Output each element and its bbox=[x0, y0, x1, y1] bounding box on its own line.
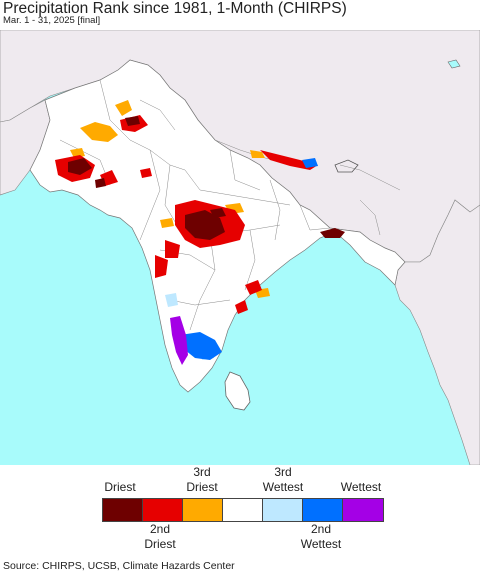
legend-label-third-driest: 3rd Driest bbox=[186, 465, 218, 494]
legend: Driest 3rd Driest 3rd Wettest Wettest 2n… bbox=[0, 465, 480, 560]
legend-label-second-driest: 2nd Driest bbox=[144, 522, 176, 551]
driest-areas bbox=[68, 116, 226, 240]
third-driest-areas bbox=[70, 100, 270, 298]
legend-label-wettest: Wettest bbox=[340, 480, 382, 494]
source-credit: Source: CHIRPS, UCSB, Climate Hazards Ce… bbox=[3, 560, 235, 572]
swatch-third-driest bbox=[183, 499, 223, 521]
admin-boundaries bbox=[59, 79, 401, 351]
sri-lanka bbox=[224, 371, 251, 411]
swatch-wettest bbox=[343, 499, 383, 521]
swatch-third-wettest bbox=[263, 499, 303, 521]
swatch-second-wettest bbox=[303, 499, 343, 521]
map-area bbox=[0, 30, 480, 465]
legend-color-bar bbox=[102, 498, 384, 522]
legend-label-driest: Driest bbox=[104, 480, 136, 494]
second-wettest-areas bbox=[180, 158, 318, 360]
legend-label-second-wettest: 2nd Wettest bbox=[300, 522, 342, 551]
swatch-normal bbox=[223, 499, 263, 521]
swatch-driest bbox=[103, 499, 143, 521]
wettest-areas bbox=[170, 316, 188, 365]
map-subtitle: Mar. 1 - 31, 2025 [final] bbox=[3, 15, 101, 26]
second-driest-areas bbox=[55, 115, 318, 314]
outside-land-east bbox=[394, 199, 480, 465]
swatch-second-driest bbox=[143, 499, 183, 521]
map-title: Precipitation Rank since 1981, 1-Month (… bbox=[3, 0, 347, 17]
bangladesh-driest bbox=[320, 228, 345, 238]
legend-label-third-wettest: 3rd Wettest bbox=[262, 465, 304, 494]
bhutan-outline bbox=[334, 159, 359, 173]
lake bbox=[447, 59, 461, 69]
